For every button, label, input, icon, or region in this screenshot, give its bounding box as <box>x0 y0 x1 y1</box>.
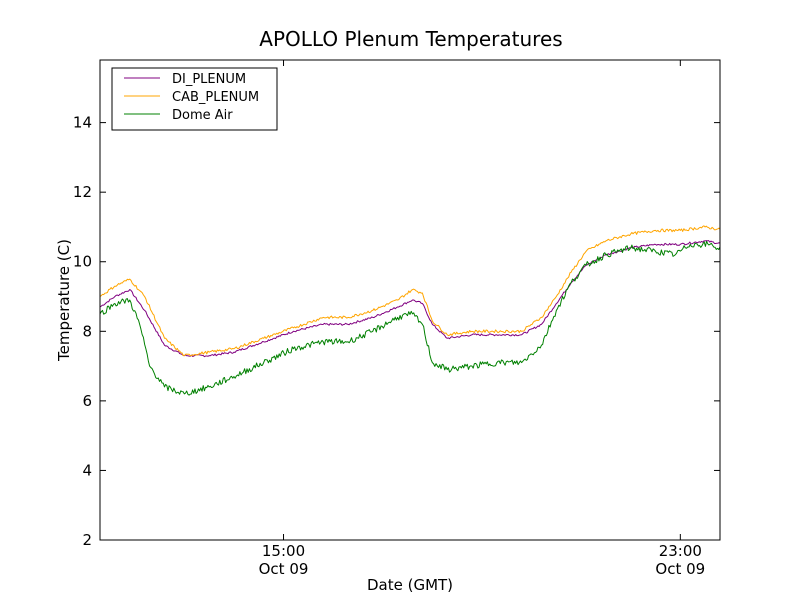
legend-label: Dome Air <box>172 108 233 123</box>
legend-label: DI_PLENUM <box>172 72 246 87</box>
y-tick-label: 2 <box>82 531 92 549</box>
x-tick-label-date: Oct 09 <box>655 560 705 578</box>
series-line-cab-plenum-3 <box>100 225 720 357</box>
x-tick-label-time: 15:00 <box>262 542 305 560</box>
y-tick-label: 14 <box>73 114 92 132</box>
y-tick-label: 4 <box>82 461 92 479</box>
series-layer <box>100 225 720 396</box>
y-axis-label: Temperature (C) <box>55 239 73 362</box>
chart-title: APOLLO Plenum Temperatures <box>259 27 562 51</box>
legend-label: CAB_PLENUM <box>172 90 259 105</box>
y-tick-label: 10 <box>73 253 92 271</box>
legend: DI_PLENUM CAB_PLENUM Dome Air <box>111 67 278 131</box>
series-line-di-plenum-0 <box>100 240 720 358</box>
y-tick-label: 12 <box>73 183 92 201</box>
y-tick-label: 6 <box>82 392 92 410</box>
x-tick-label-time: 23:00 <box>659 542 702 560</box>
plot-frame <box>99 59 721 541</box>
y-tick-label: 8 <box>82 322 92 340</box>
series-line-dome-air-4 <box>100 240 720 396</box>
x-tick-label-date: Oct 09 <box>259 560 309 578</box>
x-axis-label: Date (GMT) <box>367 576 453 594</box>
